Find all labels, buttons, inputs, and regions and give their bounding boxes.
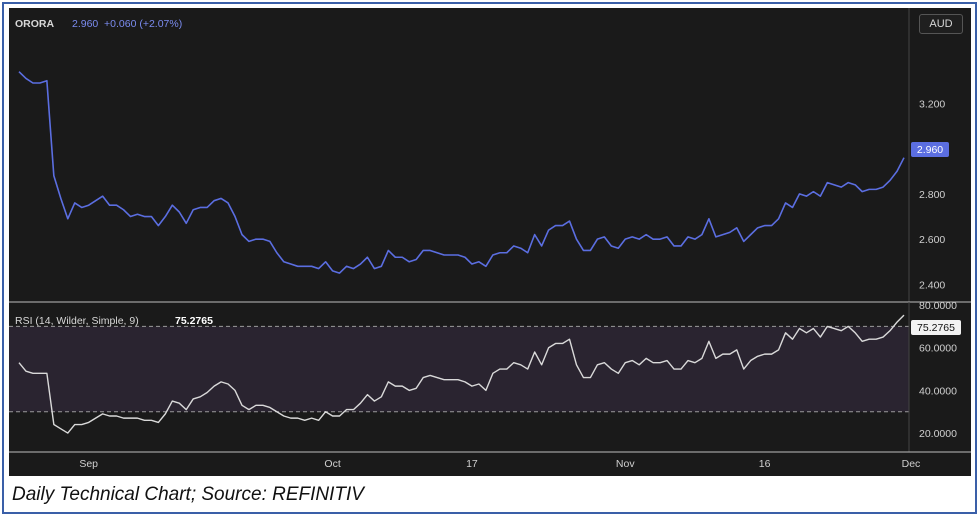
rsi-legend-value: 75.2765 bbox=[175, 315, 213, 327]
last-price-label: 2.960 bbox=[72, 18, 98, 30]
rsi-tick-label: 60.0000 bbox=[919, 343, 957, 355]
x-tick-label: Sep bbox=[79, 458, 98, 470]
rsi-tick-label: 40.0000 bbox=[919, 385, 957, 397]
rsi-band bbox=[9, 326, 909, 412]
price-series-line bbox=[18, 71, 905, 274]
rsi-tag-bg bbox=[911, 320, 961, 335]
price-change-label: +0.060 (+2.07%) bbox=[104, 18, 182, 30]
currency-button[interactable]: AUD bbox=[919, 14, 963, 34]
symbol-label: ORORA bbox=[15, 18, 55, 30]
x-tick-label: Dec bbox=[902, 458, 921, 470]
chart-caption: Daily Technical Chart; Source: REFINITIV bbox=[12, 484, 364, 505]
price-tick-label: 2.400 bbox=[919, 279, 945, 291]
x-tick-label: Oct bbox=[324, 458, 340, 470]
rsi-tick-label: 80.0000 bbox=[919, 300, 957, 312]
rsi-tick-label: 20.0000 bbox=[919, 428, 957, 440]
x-tick-label: 16 bbox=[759, 458, 771, 470]
rsi-legend-label: RSI (14, Wilder, Simple, 9) bbox=[15, 315, 139, 327]
price-tag-bg bbox=[911, 142, 949, 157]
price-tick-label: 2.600 bbox=[919, 234, 945, 246]
x-tick-label: Nov bbox=[616, 458, 635, 470]
price-tick-label: 2.800 bbox=[919, 189, 945, 201]
x-axis: SepOct17Nov16Dec2024Feb bbox=[79, 458, 921, 470]
price-tick-label: 3.200 bbox=[919, 98, 945, 110]
rsi-series-line bbox=[18, 314, 905, 434]
x-tick-label: 17 bbox=[466, 458, 478, 470]
rsi-tag: 75.2765 bbox=[917, 322, 955, 334]
price-tag: 2.960 bbox=[917, 144, 943, 156]
rsi-pane: 20.0000 40.0000 60.0000 80.0000 bbox=[9, 300, 971, 453]
